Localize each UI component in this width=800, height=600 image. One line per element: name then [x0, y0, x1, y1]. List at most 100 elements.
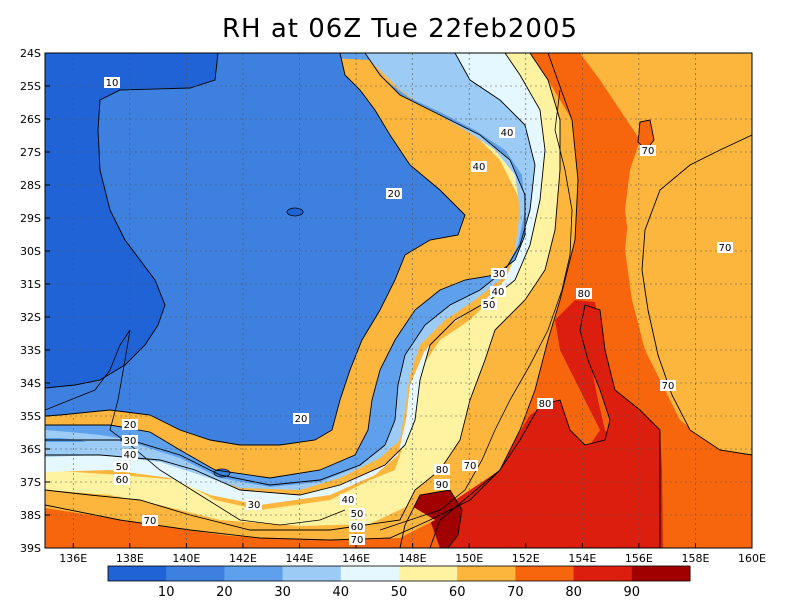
svg-text:60: 60: [116, 475, 129, 486]
rh-band-70-80-south: [45, 505, 440, 548]
contour-label: 80: [434, 464, 450, 476]
lon-tick-label: 142E: [229, 552, 257, 565]
contour-label: 50: [349, 508, 365, 520]
rh-band-60-70-east-b: [580, 53, 752, 385]
contour-label: 70: [660, 380, 676, 392]
lat-tick-label: 33S: [20, 344, 41, 357]
contour-line-80: [584, 304, 661, 548]
contour-label: 70: [349, 534, 365, 546]
contour-label: 60: [114, 474, 130, 486]
svg-text:40: 40: [342, 495, 355, 506]
svg-text:80: 80: [578, 289, 591, 300]
lat-tick-label: 28S: [20, 179, 41, 192]
latitude-tick-labels: 24S 25S 26S 27S 28S 29S 30S 31S 32S 33S 34S 35S 36S 3…: [20, 47, 41, 555]
svg-text:40: 40: [124, 450, 137, 461]
lat-tick-label: 34S: [20, 377, 41, 390]
lon-tick-label: 158E: [681, 552, 709, 565]
colorbar-swatch: [340, 566, 400, 581]
contour-label: 70: [142, 515, 158, 527]
lon-tick-label: 150E: [455, 552, 483, 565]
svg-text:70: 70: [642, 146, 655, 157]
coastline-bay: [45, 329, 346, 526]
rh-blob-29s: [286, 207, 304, 217]
contour-label: 30: [246, 499, 262, 511]
colorbar-label: 60: [449, 585, 466, 600]
contour-label: 30: [122, 435, 138, 447]
colorbar-swatch: [573, 566, 633, 581]
colorbar-label: 10: [158, 585, 175, 600]
colorbar: 10 20 30 40 50 60 70 80 90: [107, 565, 691, 600]
plot-frame: [44, 52, 753, 549]
rh-band-60-70-south: [45, 490, 435, 540]
lat-tick-label: 38S: [20, 509, 41, 522]
contour-label: 40: [122, 449, 138, 461]
svg-text:50: 50: [483, 300, 496, 311]
svg-text:80: 80: [436, 465, 449, 476]
contour-line-20: [45, 53, 466, 446]
colorbar-swatch: [515, 566, 575, 581]
svg-text:60: 60: [351, 522, 364, 533]
colorbar-swatch: [108, 566, 167, 581]
svg-text:10: 10: [106, 78, 119, 89]
contour-label: 20: [122, 419, 138, 431]
lon-tick-label: 156E: [625, 552, 653, 565]
contour-label: 50: [114, 461, 130, 473]
colorbar-label: 90: [624, 585, 641, 600]
contour-label: 30: [491, 268, 507, 280]
contour-line-10: [45, 53, 219, 389]
lat-tick-label: 29S: [20, 212, 41, 225]
contour-label: 80: [537, 398, 553, 410]
lon-tick-label: 148E: [399, 552, 427, 565]
contour-lines: [45, 53, 752, 548]
colorbar-label: 40: [333, 585, 350, 600]
svg-text:40: 40: [501, 128, 514, 139]
contour-line-50: [45, 53, 546, 496]
contour-label: 80: [576, 288, 592, 300]
contour-label: 20: [293, 413, 309, 425]
svg-text:70: 70: [464, 461, 477, 472]
contour-label: 40: [490, 286, 506, 298]
svg-text:80: 80: [539, 399, 552, 410]
svg-text:40: 40: [473, 162, 486, 173]
contour-line-30: [45, 53, 526, 479]
longitude-tick-labels: 136E 138E 140E 142E 144E 146E 148E 150E 152E 154E…: [59, 552, 766, 565]
svg-text:50: 50: [351, 509, 364, 520]
svg-text:30: 30: [493, 269, 506, 280]
colorbar-swatch: [631, 566, 691, 581]
contour-label: 50: [481, 299, 497, 311]
colorbar-label: 50: [391, 585, 408, 600]
svg-text:20: 20: [124, 420, 137, 431]
rh-band-70-blob: [638, 120, 654, 150]
lat-tick-label: 27S: [20, 146, 41, 159]
contour-label: 70: [640, 145, 656, 157]
svg-text:70: 70: [351, 535, 364, 546]
coastline: [45, 89, 573, 531]
contour-line-70-east: [641, 134, 752, 456]
svg-text:30: 30: [248, 500, 261, 511]
contour-label: 40: [471, 161, 487, 173]
contour-label: 70: [717, 242, 733, 254]
rh-band-70-80: [430, 53, 752, 548]
colorbar-label: 20: [216, 585, 233, 600]
rh-band-near-coast: [45, 430, 120, 448]
lon-tick-label: 136E: [59, 552, 87, 565]
colorbar-swatch: [166, 566, 225, 581]
colorbar-swatch: [457, 566, 516, 581]
svg-text:30: 30: [124, 436, 137, 447]
contour-line-60: [45, 53, 561, 531]
svg-text:70: 70: [662, 381, 675, 392]
svg-text:20: 20: [388, 189, 401, 200]
lat-tick-label: 32S: [20, 311, 41, 324]
colorbar-swatch: [224, 566, 284, 581]
lon-tick-label: 146E: [342, 552, 370, 565]
lon-tick-label: 160E: [738, 552, 766, 565]
lat-tick-label: 35S: [20, 410, 41, 423]
contour-line-40: [45, 53, 536, 486]
contour-label: 40: [340, 494, 356, 506]
rh-blob-37s: [213, 468, 231, 478]
contour-label: 60: [349, 521, 365, 533]
colorbar-label: 70: [507, 585, 524, 600]
lon-tick-label: 138E: [116, 552, 144, 565]
lat-tick-label: 36S: [20, 443, 41, 456]
